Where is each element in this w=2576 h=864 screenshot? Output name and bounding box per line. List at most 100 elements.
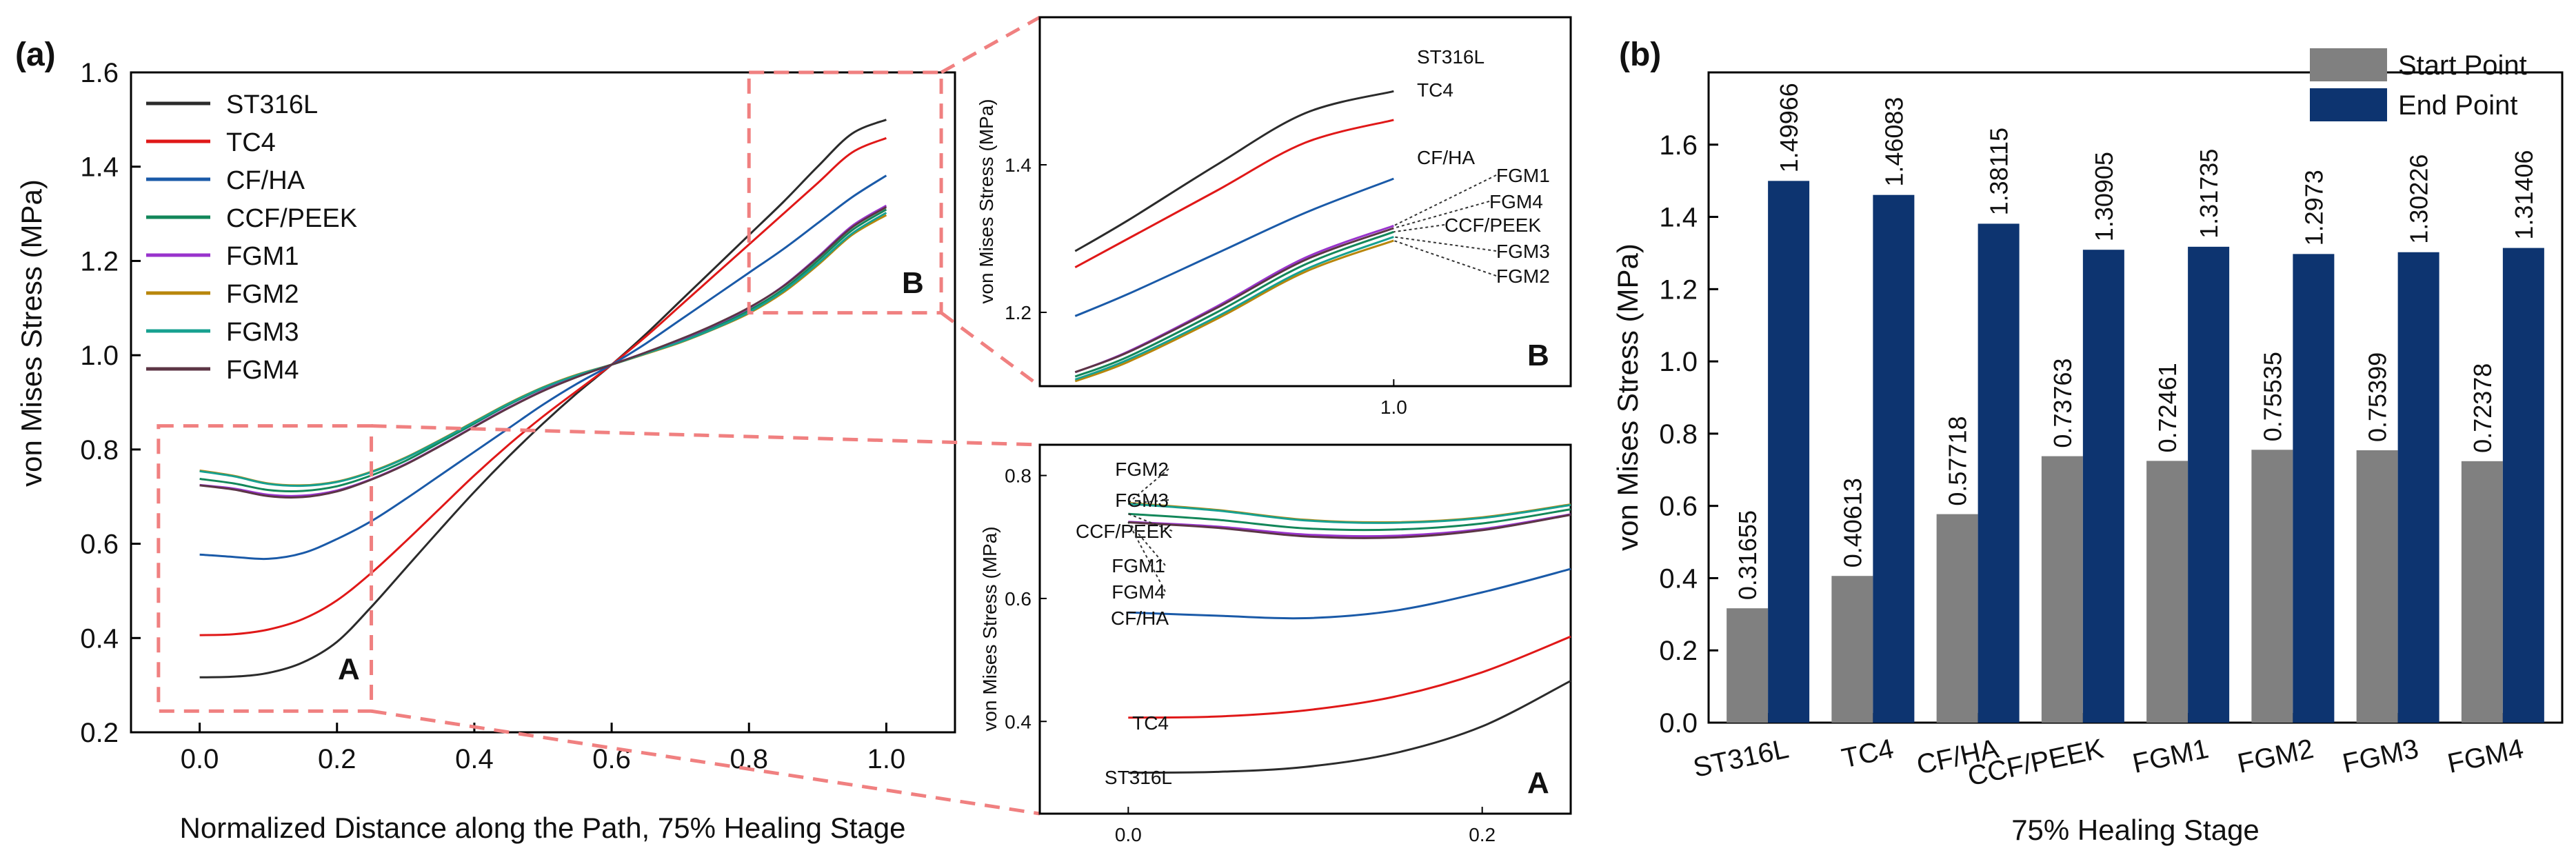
bar-value-label: 1.30905 — [2090, 152, 2118, 241]
bar-start-point — [2146, 461, 2188, 723]
main-series-line-tc4 — [199, 137, 887, 636]
bar-value-label: 0.75399 — [2364, 352, 2392, 442]
inset-callout-leader — [1128, 499, 1169, 505]
inset-callout-label: FGM2 — [1115, 459, 1169, 480]
inset-callout-leader — [1127, 521, 1166, 566]
inset-callout-label: CCF/PEEK — [1445, 214, 1541, 236]
bar-end-point — [2397, 252, 2439, 723]
inset-callout-label: CF/HA — [1111, 607, 1169, 629]
inset-series-line-cf-ha — [1074, 177, 1394, 317]
bar-y-tick-label: 0.6 — [1659, 492, 1698, 522]
main-x-tick-label: 1.0 — [867, 744, 906, 774]
main-y-tick-label: 1.6 — [80, 58, 119, 88]
main-y-tick-label: 0.2 — [80, 718, 119, 748]
main-legend-label: TC4 — [226, 128, 276, 157]
bar-value-label: 1.31406 — [2510, 150, 2538, 239]
main-series-line-fgm4 — [199, 206, 887, 499]
inset-callout-leader — [1393, 239, 1497, 277]
inset-callout-leader — [1127, 522, 1166, 592]
inset-callout-label: FGM2 — [1496, 265, 1550, 287]
inset-series-line-fgm4 — [1074, 227, 1394, 374]
main-series-line-cf-ha — [199, 174, 887, 561]
bar-legend-label: Start Point — [2398, 50, 2527, 81]
main-y-tick-label: 1.0 — [80, 341, 119, 371]
main-legend-label: ST316L — [226, 90, 318, 119]
inset-series-line-fgm3 — [1128, 503, 1571, 524]
bar-category-label: TC4 — [1839, 734, 1896, 774]
main-series-line-st316l — [199, 119, 887, 679]
bar-x-axis-label: 75% Healing Stage — [2011, 814, 2260, 846]
bar-y-tick-label: 1.4 — [1659, 203, 1698, 233]
inset-callout-label: TC4 — [1417, 79, 1453, 101]
bar-y-axis-label: von Mises Stress (MPa) — [1611, 243, 1644, 551]
inset-callout-leader — [1393, 236, 1497, 252]
inset-series-line-tc4 — [1074, 119, 1394, 269]
zoom-box-a — [157, 424, 374, 713]
bar-value-label: 1.49966 — [1775, 83, 1803, 172]
inset-callout-leader — [1393, 174, 1497, 227]
inset-series-line-st316l — [1074, 90, 1394, 252]
inset-a-y-axis-label: von Mises Stress (MPa) — [979, 526, 1000, 731]
bar-value-label: 1.30226 — [2405, 154, 2433, 244]
inset-x-tick-label: 0.2 — [1469, 824, 1496, 845]
inset-callout-leader — [1393, 201, 1490, 229]
main-legend-label: FGM1 — [226, 242, 299, 271]
inset-b-frame — [1038, 16, 1572, 388]
bar-value-label: 1.46083 — [1880, 97, 1908, 187]
main-y-tick-label: 1.2 — [80, 246, 119, 277]
main-x-axis-label: Normalized Distance along the Path, 75% … — [180, 812, 906, 844]
inset-series-line-tc4 — [1128, 635, 1571, 719]
bar-start-point — [2251, 450, 2293, 723]
inset-callout-label: CCF/PEEK — [1076, 521, 1172, 542]
bar-y-tick-label: 1.0 — [1659, 347, 1698, 377]
bar-y-tick-label: 1.2 — [1659, 274, 1698, 305]
bar-legend-swatch — [2310, 48, 2387, 81]
main-plot-frame — [130, 71, 956, 734]
bar-value-label: 0.75535 — [2258, 352, 2286, 441]
inset-a-frame — [1038, 443, 1572, 815]
main-legend-label: CCF/PEEK — [226, 204, 357, 233]
inset-series-line-fgm1 — [1128, 513, 1571, 538]
inset-y-tick-label: 0.4 — [1005, 711, 1032, 732]
inset-series-line-fgm2 — [1074, 239, 1394, 383]
bar-y-tick-label: 0.4 — [1659, 563, 1698, 594]
main-legend-label: FGM4 — [226, 356, 299, 385]
main-legend-label: CF/HA — [226, 166, 305, 195]
inset-callout-label: FGM4 — [1111, 581, 1165, 603]
main-y-axis-label: von Mises Stress (MPa) — [15, 179, 48, 487]
bar-start-point — [2356, 450, 2398, 723]
zoom-connector-b — [940, 311, 1041, 388]
inset-series-line-st316l — [1128, 680, 1571, 774]
inset-series-line-fgm4 — [1128, 514, 1571, 539]
zoom-connector-a — [371, 709, 1040, 816]
inset-series-line-ccf-peek — [1128, 508, 1571, 532]
bar-category-label: FGM2 — [2235, 734, 2316, 779]
inset-series-line-fgm3 — [1074, 236, 1394, 381]
zoom-box-b — [747, 70, 943, 315]
main-legend-label: FGM3 — [226, 318, 299, 347]
bar-start-point — [2461, 461, 2503, 723]
inset-a-callouts: FGM2 FGM3 CCF/PEEK FGM1 FGM4 CF/HA TC4 ST316L — [1076, 459, 1173, 788]
main-series-line-ccf-peek — [199, 208, 887, 492]
inset-a-chart: 0.0 0.2 0.4 0.6 0.8 FGM2 FGM3 CCF/PEEK FGM1 FGM4… — [979, 443, 1572, 845]
bar-legend: Start Point End Point — [2310, 48, 2527, 121]
main-y-tick-label: 0.6 — [80, 530, 119, 560]
bar-value-label: 0.72461 — [2153, 363, 2182, 452]
bar-value-label: 0.31655 — [1733, 510, 1762, 600]
zoom-label-b: B — [902, 266, 924, 300]
main-y-tick-label: 1.4 — [80, 152, 119, 183]
inset-callout-leader — [1127, 513, 1173, 532]
bar-end-point — [1873, 194, 1915, 723]
bar-value-label: 1.38115 — [1985, 128, 2013, 215]
main-legend-label: FGM2 — [226, 280, 299, 309]
inset-callout-label: ST316L — [1105, 767, 1172, 788]
inset-callout-label: TC4 — [1132, 712, 1169, 734]
bar-category-label: FGM4 — [2445, 734, 2526, 779]
bar-end-point — [2293, 254, 2335, 723]
main-series-line-fgm3 — [199, 212, 887, 488]
bar-y-tick-label: 0.0 — [1659, 708, 1698, 739]
inset-series-line-cf-ha — [1128, 567, 1571, 620]
inset-y-tick-label: 1.4 — [1005, 154, 1032, 176]
